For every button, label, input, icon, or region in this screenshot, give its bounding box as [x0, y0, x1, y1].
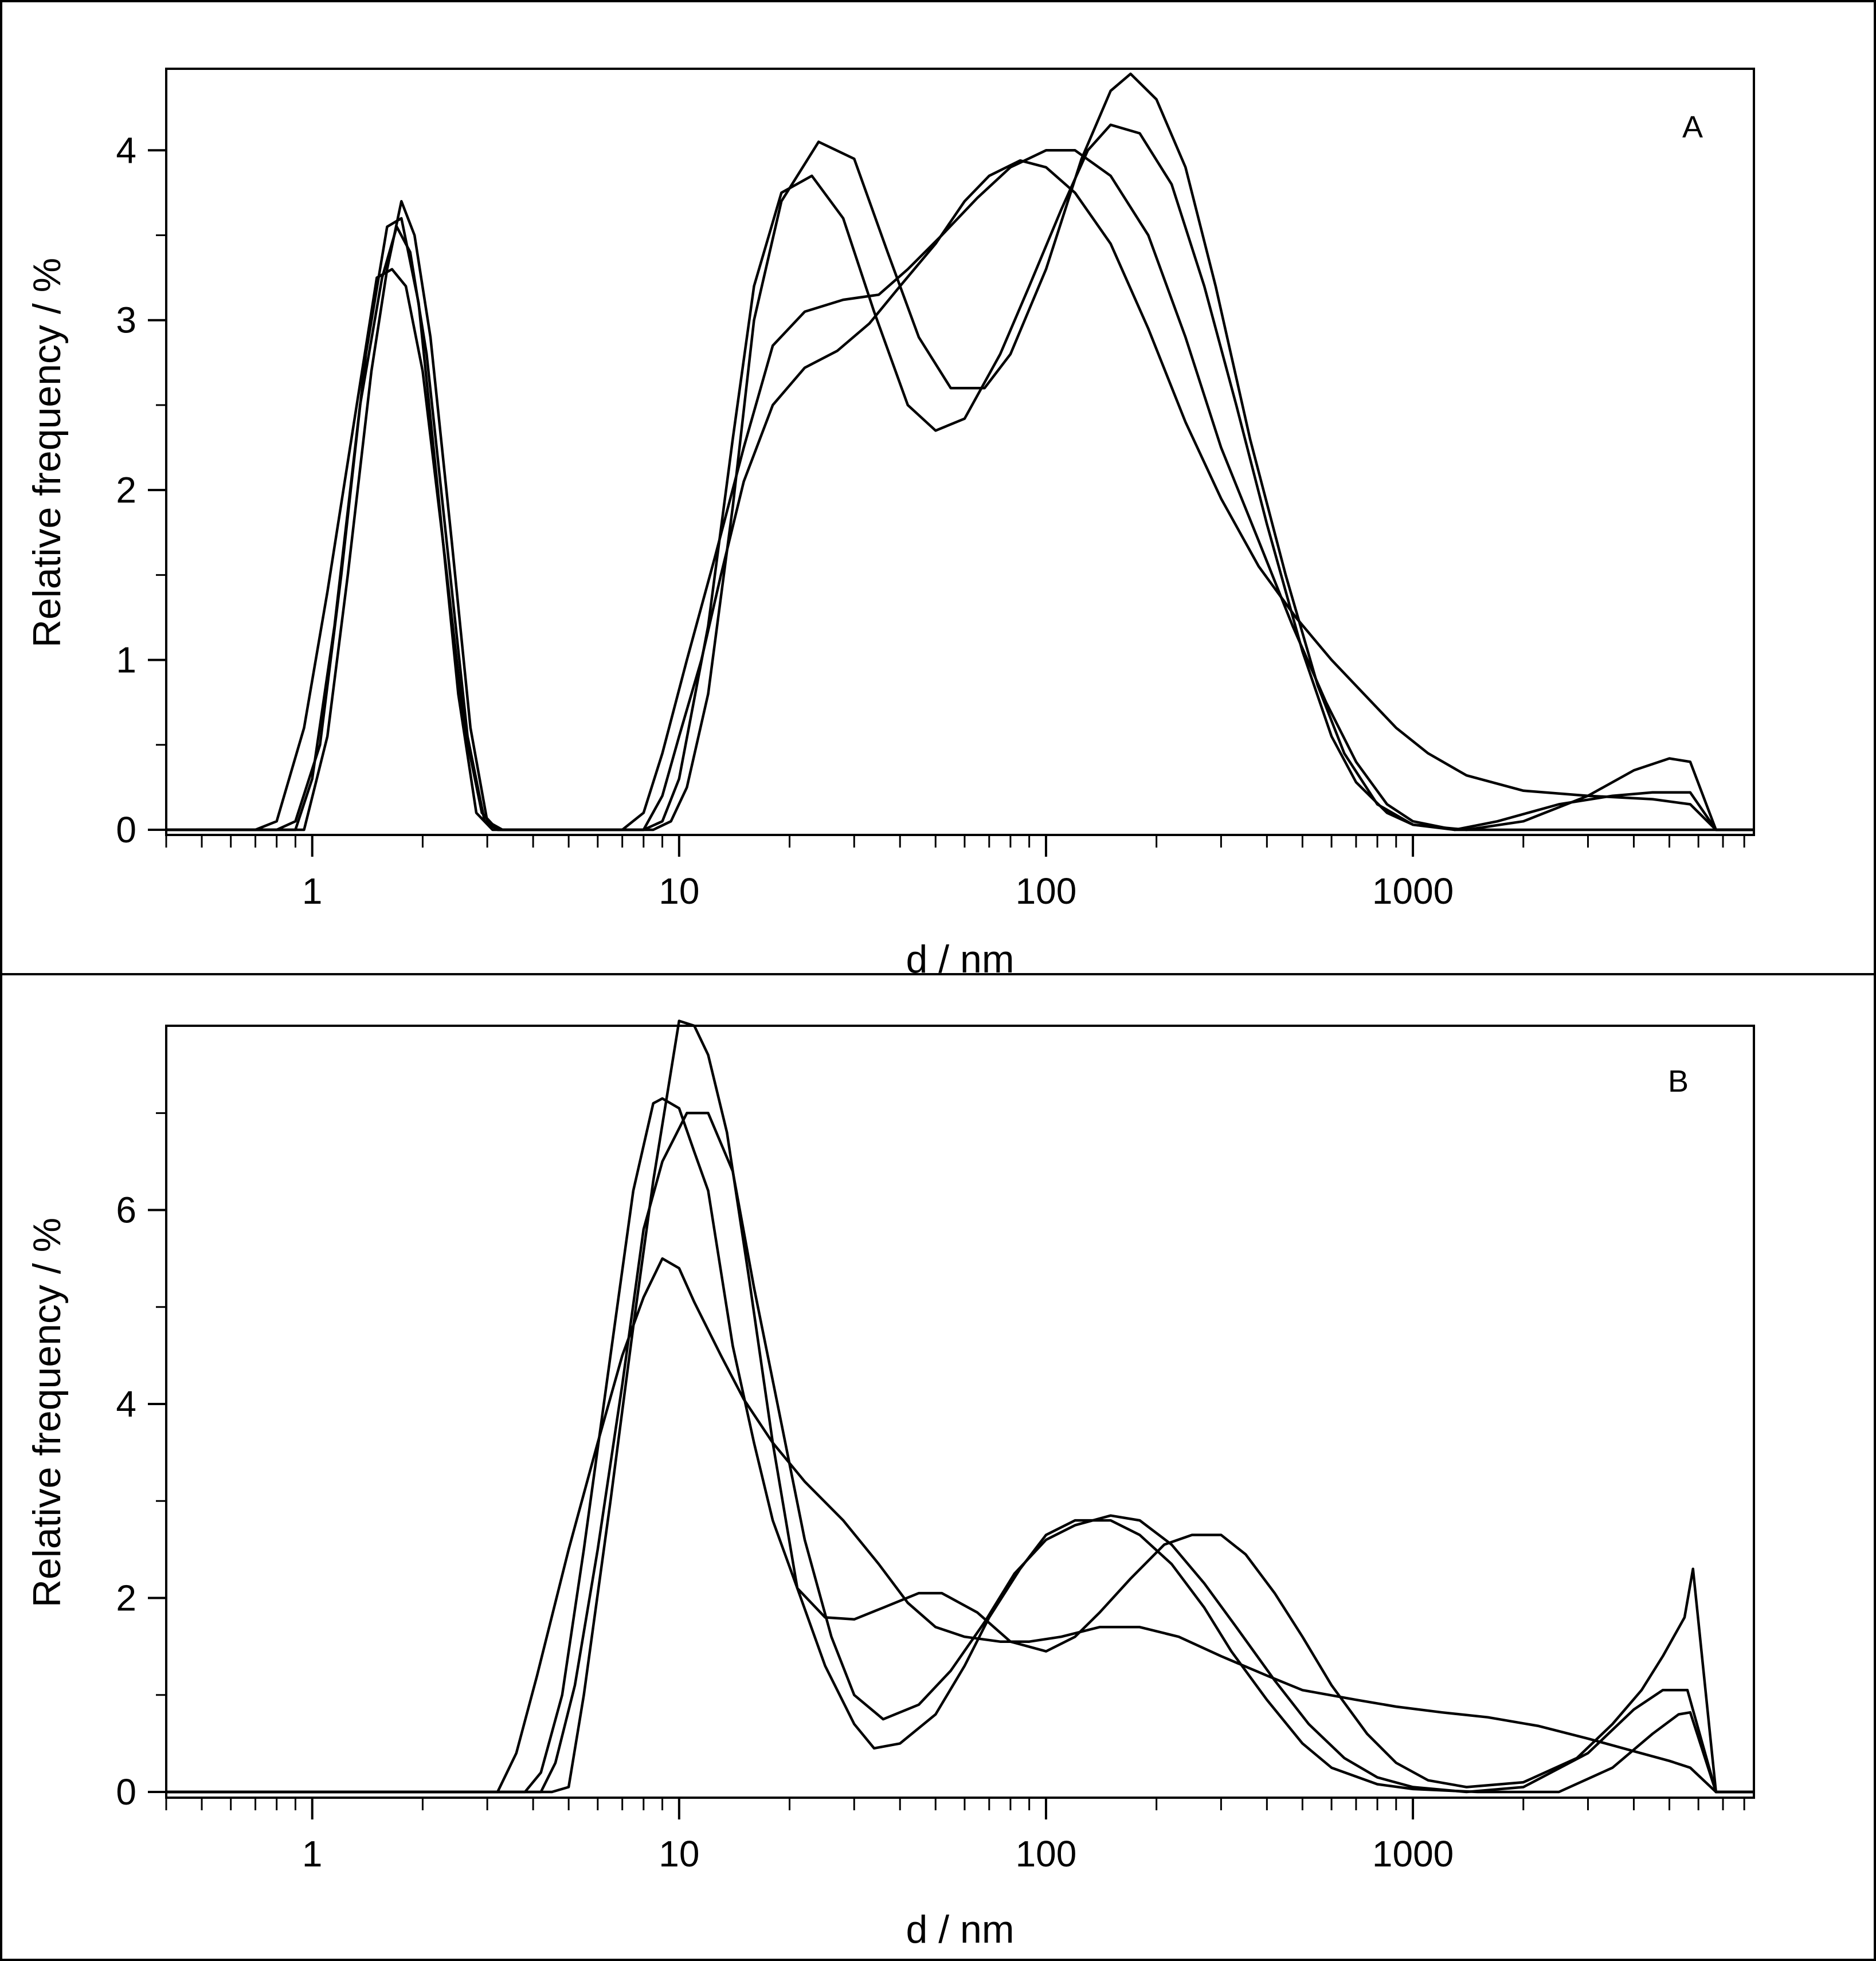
panel-b-x-tick-label: 1000: [1372, 1833, 1454, 1874]
panel-a-series: [166, 72, 1754, 832]
panel-a: A 1 10 100 1000 0 1 2 3 4 d / nm Relative freque…: [25, 68, 1755, 981]
panel-b-x-tick-label: 1: [302, 1833, 323, 1874]
panel-a-y-tick-label: 3: [116, 300, 136, 341]
panel-b-series: [166, 1019, 1754, 1794]
panel-b-y-tick-label: 2: [116, 1578, 136, 1619]
panel-b-y-tick-label: 4: [116, 1383, 136, 1425]
panel-b-x-axis-title: d / nm: [906, 1908, 1015, 1951]
panel-a-x-tick-label: 1000: [1372, 870, 1454, 912]
panel-a-series-a4: [166, 159, 1754, 832]
panel-b-x-tick-label: 100: [1016, 1833, 1077, 1874]
panel-b-series-b2: [166, 1019, 1754, 1794]
panel-a-series-a2: [166, 72, 1754, 832]
panel-a-plot-frame: [165, 68, 1755, 836]
panel-a-y-tick-label: 4: [116, 130, 136, 171]
panel-a-x-axis-title: d / nm: [906, 938, 1015, 981]
panel-a-series-a3: [166, 149, 1754, 832]
panel-b-label: B: [1668, 1064, 1689, 1099]
panel-a-x-tick-label: 10: [659, 870, 699, 912]
panel-a-x-tick-label: 100: [1016, 870, 1077, 912]
panel-b-y-tick-label: 6: [116, 1190, 136, 1231]
panel-a-y-axis-title: Relative frequency / %: [25, 258, 69, 648]
panel-b-series-b1: [166, 1257, 1754, 1794]
panel-b-series-b3: [166, 1097, 1754, 1794]
panel-a-y-tick-label: 0: [116, 809, 136, 850]
panel-a-x-tick-label: 1: [302, 870, 323, 912]
panel-a-series-a1: [166, 123, 1754, 832]
panel-a-label: A: [1682, 110, 1703, 144]
panel-b: B 1 10 100 1000 0 2 4 6 d / nm Relative frequen…: [25, 1019, 1755, 1951]
panel-a-y-tick-label: 2: [116, 469, 136, 511]
panel-b-x-tick-label: 10: [659, 1833, 699, 1874]
panel-a-y-tick-label: 1: [116, 640, 136, 681]
panel-b-y-axis-title: Relative frequency / %: [25, 1218, 69, 1607]
panel-b-y-tick-label: 0: [116, 1771, 136, 1813]
panel-b-plot-frame: [165, 1025, 1755, 1799]
panel-a-ticks: 1 10 100 1000 0 1 2 3 4: [116, 130, 1745, 912]
panel-b-ticks: 1 10 100 1000 0 2 4 6: [116, 1112, 1745, 1874]
panel-b-series-b4: [166, 1112, 1754, 1794]
